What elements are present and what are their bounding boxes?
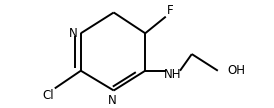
Text: OH: OH	[227, 64, 246, 77]
Text: N: N	[69, 27, 78, 40]
Text: NH: NH	[164, 68, 181, 81]
Text: F: F	[167, 4, 173, 17]
Text: Cl: Cl	[42, 89, 54, 102]
Text: N: N	[108, 94, 117, 107]
